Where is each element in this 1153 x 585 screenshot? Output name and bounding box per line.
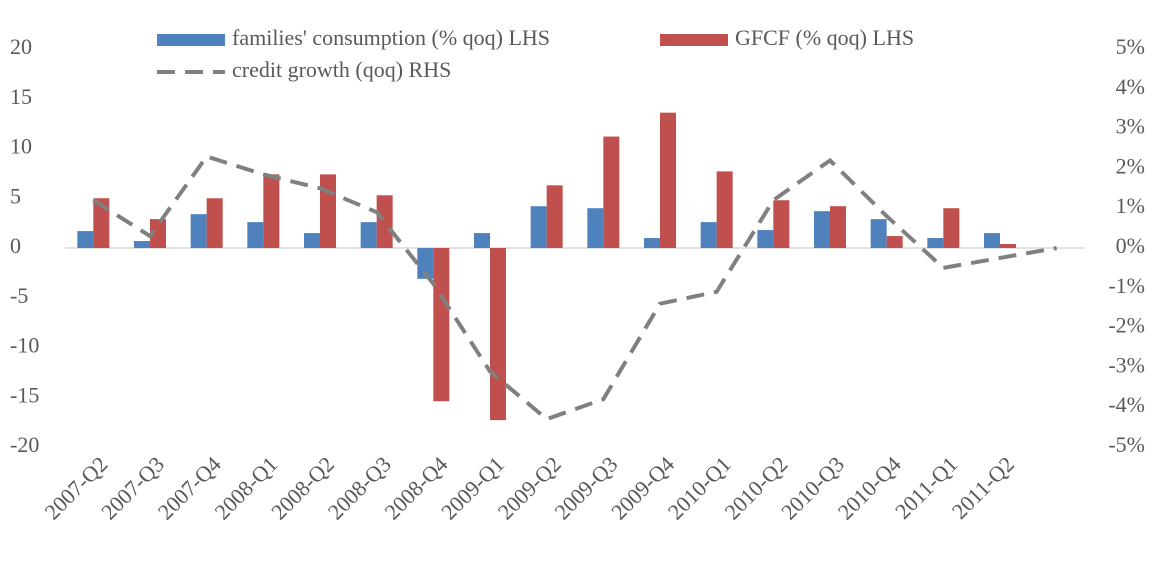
legend-label: credit growth (qoq) RHS — [232, 57, 451, 82]
x-tick-label: 2010-Q4 — [833, 451, 906, 524]
bar — [433, 248, 450, 402]
bar — [700, 222, 717, 248]
legend-swatch — [660, 34, 728, 46]
bar — [660, 112, 676, 249]
bar — [587, 208, 604, 248]
bar — [190, 214, 207, 248]
bar — [206, 198, 223, 248]
legend-swatch — [157, 34, 225, 46]
bar — [644, 238, 660, 248]
y2-tick-label: -5% — [1108, 432, 1145, 457]
bar — [150, 219, 166, 248]
y-tick-label: 20 — [10, 34, 32, 59]
bar — [474, 233, 490, 248]
y2-tick-label: 0% — [1116, 233, 1145, 258]
bar — [984, 233, 1000, 248]
y2-tick-label: -4% — [1108, 392, 1145, 417]
y2-tick-label: 1% — [1116, 193, 1145, 218]
bar — [830, 206, 846, 248]
y-tick-label: -10 — [10, 333, 39, 358]
bar — [530, 206, 547, 248]
y2-tick-label: -2% — [1108, 313, 1145, 338]
y-tick-label: -15 — [10, 382, 39, 407]
line — [92, 154, 1058, 422]
bar — [546, 185, 563, 248]
y-tick-label: 0 — [10, 233, 21, 258]
bar — [77, 231, 94, 248]
y-tick-label: -5 — [10, 283, 28, 308]
y2-tick-label: 2% — [1116, 153, 1145, 178]
x-tick-label: 2011-Q2 — [947, 451, 1019, 523]
bar — [886, 236, 903, 248]
y2-tick-label: 3% — [1116, 114, 1145, 139]
y-tick-label: 15 — [10, 84, 32, 109]
bar — [870, 219, 887, 248]
bar — [93, 198, 110, 248]
y-tick-label: -20 — [10, 432, 39, 457]
x-tick-label: 2011-Q1 — [890, 451, 962, 523]
y2-tick-label: -3% — [1108, 352, 1145, 377]
legend-label: families' consumption (% qoq) LHS — [232, 25, 550, 50]
bar — [247, 222, 264, 248]
bar — [304, 233, 320, 248]
bar — [1000, 244, 1016, 248]
y-tick-label: 10 — [10, 134, 32, 159]
bar — [134, 241, 150, 248]
bar — [757, 230, 774, 248]
legend-label: GFCF (% qoq) LHS — [735, 25, 914, 50]
bar — [376, 195, 393, 248]
bar — [716, 171, 733, 248]
y2-tick-label: -1% — [1108, 273, 1145, 298]
bar — [814, 211, 830, 248]
bar — [773, 200, 790, 248]
bar — [927, 238, 944, 248]
bar — [943, 208, 960, 248]
bar — [263, 174, 280, 248]
bar — [490, 248, 506, 421]
bar — [417, 248, 434, 279]
y2-tick-label: 5% — [1116, 34, 1145, 59]
bar — [603, 136, 620, 248]
bar — [320, 174, 336, 248]
y-tick-label: 5 — [10, 183, 21, 208]
y2-tick-label: 4% — [1116, 74, 1145, 99]
bar — [360, 222, 377, 248]
